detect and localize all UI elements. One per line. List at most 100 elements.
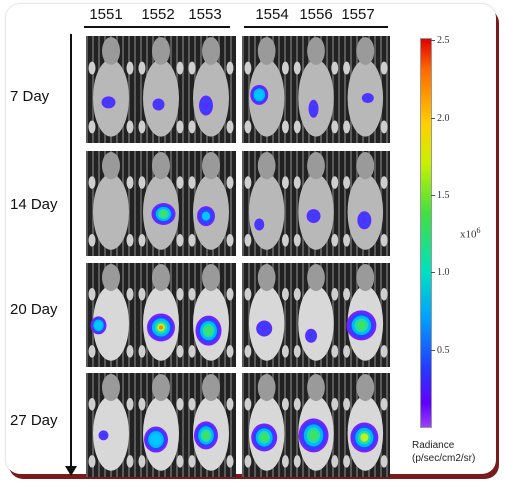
mouse-limb xyxy=(293,397,301,411)
luminescence-signal xyxy=(101,433,106,438)
colorbar-tick-label: 1.0 xyxy=(437,267,450,278)
mouse-limb xyxy=(88,455,96,468)
colorbar-tick-label: 0.5 xyxy=(437,345,450,356)
group-underline xyxy=(244,26,388,28)
mouse-head xyxy=(152,37,170,65)
luminescence-signal xyxy=(308,332,314,339)
mouse-limb xyxy=(138,287,146,301)
mouse-limb xyxy=(244,397,252,411)
mouse-limb xyxy=(226,233,234,247)
mouse-limb xyxy=(226,120,234,134)
mouse-limb xyxy=(188,287,196,301)
mouse-id-label: 1553 xyxy=(188,6,222,23)
mouse-limb xyxy=(138,61,146,75)
luminescence-signal xyxy=(357,321,366,330)
mouse-id-label: 1557 xyxy=(341,6,375,23)
mouse-limb xyxy=(343,345,351,358)
mouse-limb xyxy=(138,120,146,134)
mouse-limb xyxy=(126,233,134,247)
mouse-limb xyxy=(281,120,289,134)
mouse-head xyxy=(102,37,120,65)
mouse-body xyxy=(298,285,334,361)
luminescence-signal xyxy=(260,433,268,442)
mouse-limb xyxy=(226,397,234,411)
luminescence-signal xyxy=(310,212,317,220)
mouse-id-label: 1554 xyxy=(255,6,289,23)
luminescence-signal xyxy=(360,433,369,442)
mouse-limb xyxy=(293,233,301,247)
imaging-panel xyxy=(86,263,236,367)
mouse-limb xyxy=(176,287,184,301)
colorbar-title: Radiance xyxy=(412,440,455,451)
group-underline xyxy=(84,26,230,28)
luminescence-signal xyxy=(155,101,162,108)
mouse-id-label: 1552 xyxy=(141,6,175,23)
mouse-limb xyxy=(380,397,388,411)
luminescence-signal xyxy=(361,216,368,225)
mouse-limb xyxy=(176,233,184,247)
arrow-head-icon xyxy=(65,466,77,476)
mouse-limb xyxy=(176,397,184,411)
mouse-limb xyxy=(281,233,289,247)
mouse-limb xyxy=(293,455,301,468)
mouse-head xyxy=(102,152,120,180)
mouse-body xyxy=(248,174,285,250)
mouse-limb xyxy=(138,397,146,411)
colorbar-tick-label: 2.5 xyxy=(437,35,450,46)
mouse-head xyxy=(356,152,375,180)
day-label: 14 Day xyxy=(10,196,58,213)
luminescence-signal xyxy=(255,90,264,100)
mouse-limb xyxy=(126,287,134,301)
mouse-limb xyxy=(293,120,301,134)
imaging-panel xyxy=(242,151,390,256)
luminescence-signal xyxy=(202,431,210,440)
mouse-limb xyxy=(281,345,289,358)
luminescence-signal xyxy=(204,326,213,335)
luminescence-signal xyxy=(160,210,167,218)
mouse-limb xyxy=(380,287,388,301)
mouse-limb xyxy=(244,61,252,75)
mouse-limb xyxy=(281,61,289,75)
mouse-head xyxy=(356,264,375,292)
mouse-limb xyxy=(293,61,301,75)
mouse-limb xyxy=(88,120,96,134)
mouse-head xyxy=(307,264,325,292)
mouse-limb xyxy=(343,120,351,134)
mouse-limb xyxy=(293,176,301,189)
mouse-head xyxy=(257,37,276,65)
mouse-limb xyxy=(188,61,196,75)
colorbar-tick xyxy=(431,272,435,273)
mouse-head xyxy=(102,374,120,402)
day-label: 7 Day xyxy=(10,88,50,105)
colorbar-multiplier: x106 xyxy=(460,226,481,241)
mouse-head xyxy=(152,264,170,292)
mouse-limb xyxy=(244,345,252,358)
mouse-body xyxy=(93,395,129,471)
mouse-limb xyxy=(281,397,289,411)
mouse-limb xyxy=(138,233,146,247)
mouse-limb xyxy=(226,345,234,358)
day-label: 20 Day xyxy=(10,301,58,318)
mouse-limb xyxy=(281,176,289,189)
mouse-head xyxy=(102,264,120,292)
mouse-limb xyxy=(126,61,134,75)
mouse-limb xyxy=(343,287,351,301)
mouse-limb xyxy=(244,176,252,189)
mouse-head xyxy=(152,152,170,180)
colorbar-tick-label: 2.0 xyxy=(437,113,450,124)
mouse-limb xyxy=(126,397,134,411)
mouse-body xyxy=(93,174,129,250)
mouse-limb xyxy=(226,287,234,301)
imaging-panel xyxy=(242,36,390,143)
mouse-limb xyxy=(281,287,289,301)
mouse-head xyxy=(257,152,276,180)
mouse-limb xyxy=(331,345,339,358)
mouse-body xyxy=(143,59,179,137)
mouse-limb xyxy=(244,455,252,468)
mouse-body xyxy=(193,59,229,137)
mouse-limb xyxy=(88,61,96,75)
luminescence-signal xyxy=(150,433,162,446)
mouse-limb xyxy=(126,345,134,358)
mouse-head xyxy=(152,374,170,402)
mouse-limb xyxy=(331,397,339,411)
